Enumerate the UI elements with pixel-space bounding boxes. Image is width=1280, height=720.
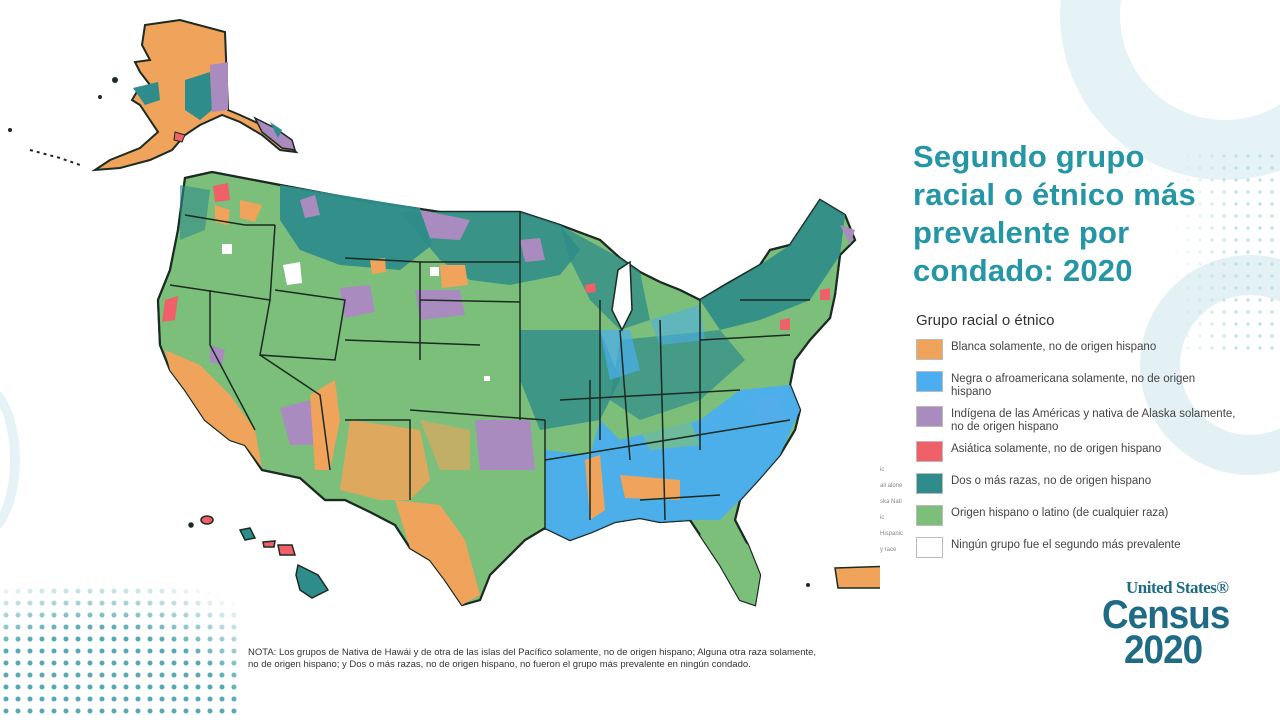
legend: Grupo racial o étnico Blanca solamente, …: [916, 312, 1236, 569]
legend-swatch-orange: [916, 339, 943, 360]
legend-label: Asiática solamente, no de origen hispano: [951, 443, 1162, 455]
ghost-line: y race: [880, 547, 897, 553]
legend-label: Origen hispano o latino (de cualquier ra…: [951, 507, 1169, 519]
puerto-rico: [806, 565, 880, 589]
page-title: Segundo grupo racial o étnico más preval…: [913, 138, 1253, 290]
ghost-line: ic: [880, 515, 885, 521]
us-county-map: [8, 18, 880, 607]
legend-swatch-white: [916, 537, 943, 558]
footnote: NOTA: Los grupos de Nativa de Hawái y de…: [248, 647, 817, 670]
legend-item-none: Ningún grupo fue el segundo más prevalen…: [916, 537, 1236, 569]
ghost-text: ic ali alone ska Nati ic Hispanic y race: [880, 462, 910, 558]
ghost-line: ska Nati: [880, 499, 902, 505]
title-line-3: prevalente por: [913, 215, 1130, 250]
ghost-line: Hispanic: [880, 531, 904, 537]
title-line-2: racial o étnico más: [913, 177, 1196, 212]
legend-label: Blanca solamente, no de origen hispano: [951, 341, 1157, 353]
census-2020-logo: United States® Census 2020: [1102, 578, 1241, 672]
legend-label: Indígena de las Américas y nativa de Ala…: [951, 408, 1236, 433]
legend-label: Negra o afroamericana solamente, no de o…: [951, 373, 1196, 398]
alaska: [8, 18, 299, 172]
title-line-4: condado: 2020: [913, 253, 1133, 288]
legend-item-multiracial: Dos o más razas, no de origen hispano: [916, 473, 1236, 505]
legend-swatch-teal: [916, 473, 943, 494]
logo-united-states: United States®: [1126, 578, 1229, 597]
contiguous-us: [156, 170, 857, 607]
legend-title: Grupo racial o étnico: [916, 312, 1055, 329]
legend-item-black: Negra o afroamericana solamente, no de o…: [916, 371, 1236, 406]
legend-item-hispanic: Origen hispano o latino (de cualquier ra…: [916, 505, 1236, 537]
legend-item-asian: Asiática solamente, no de origen hispano: [916, 441, 1236, 473]
legend-swatch-green: [916, 505, 943, 526]
legend-item-white: Blanca solamente, no de origen hispano: [916, 339, 1236, 371]
hawaii: [188, 515, 330, 599]
logo-year: 2020: [1124, 628, 1203, 672]
ghost-line: ali alone: [880, 483, 903, 489]
legend-swatch-red: [916, 441, 943, 462]
legend-label: Dos o más razas, no de origen hispano: [951, 475, 1152, 487]
legend-item-aian: Indígena de las Américas y nativa de Ala…: [916, 406, 1236, 441]
logo-census: Census: [1102, 593, 1230, 637]
legend-label: Ningún grupo fue el segundo más prevalen…: [951, 539, 1181, 551]
legend-swatch-purple: [916, 406, 943, 427]
title-line-1: Segundo grupo: [913, 139, 1145, 174]
legend-swatch-blue: [916, 371, 943, 392]
ghost-line: ic: [880, 467, 885, 473]
